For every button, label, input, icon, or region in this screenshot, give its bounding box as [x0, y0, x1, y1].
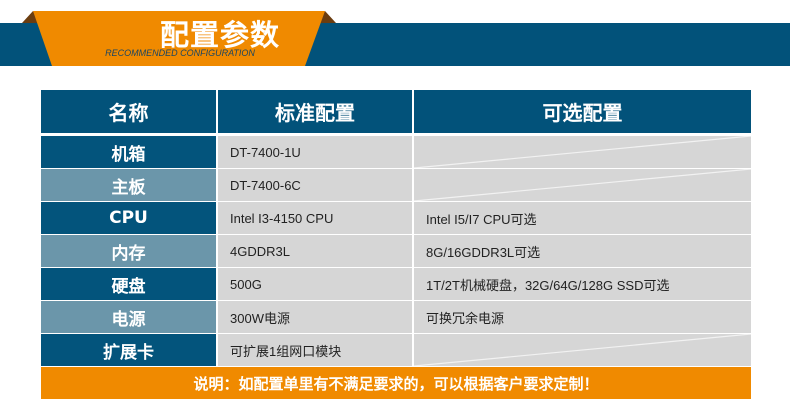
row-standard: 300W电源 [218, 301, 412, 333]
row-optional-text: 8G/16GDDR3L可选 [426, 244, 541, 260]
table-header: 名称 标准配置 可选配置 [41, 90, 751, 133]
row-name: 硬盘 [41, 268, 216, 300]
empty-cell-diagonal [414, 334, 751, 366]
empty-cell-diagonal [414, 169, 751, 201]
header-optional: 可选配置 [414, 90, 751, 133]
row-name: 扩展卡 [41, 334, 216, 366]
row-optional: Intel I5/I7 CPU可选 [414, 202, 751, 234]
header-name: 名称 [41, 90, 216, 133]
row-optional-text: Intel I5/I7 CPU可选 [426, 211, 537, 227]
banner-title: 配置参数 [159, 18, 280, 52]
row-optional [414, 334, 751, 366]
row-name: CPU [41, 202, 216, 234]
row-optional-text: 可换冗余电源 [426, 310, 505, 326]
row-optional: 1T/2T机械硬盘，32G/64G/128G SSD可选 [414, 268, 751, 300]
table-row: 内存 4GDDR3L 8G/16GDDR3L可选 [41, 235, 751, 267]
row-optional: 8G/16GDDR3L可选 [414, 235, 751, 267]
table-row: 电源 300W电源 可换冗余电源 [41, 301, 751, 333]
table-row: 硬盘 500G 1T/2T机械硬盘，32G/64G/128G SSD可选 [41, 268, 751, 300]
row-name: 主板 [41, 169, 216, 201]
table-row: 扩展卡 可扩展1组网口模块 [41, 334, 751, 366]
header-standard: 标准配置 [218, 90, 412, 133]
row-standard: 500G [218, 268, 412, 300]
row-standard: 4GDDR3L [218, 235, 412, 267]
title-ribbon [22, 11, 336, 66]
table-row: 机箱 DT-7400-1U [41, 136, 751, 168]
row-standard: Intel I3-4150 CPU [218, 202, 412, 234]
row-optional [414, 136, 751, 168]
row-standard: DT-7400-6C [218, 169, 412, 201]
row-optional-text: 1T/2T机械硬盘，32G/64G/128G SSD可选 [426, 277, 670, 293]
row-standard: 可扩展1组网口模块 [218, 334, 412, 366]
table-row: 主板 DT-7400-6C [41, 169, 751, 201]
row-optional [414, 169, 751, 201]
row-name: 机箱 [41, 136, 216, 168]
row-name: 电源 [41, 301, 216, 333]
row-standard: DT-7400-1U [218, 136, 412, 168]
row-name: 内存 [41, 235, 216, 267]
footer-note: 说明：如配置单里有不满足要求的，可以根据客户要求定制！ [41, 367, 751, 399]
table-row: CPU Intel I3-4150 CPU Intel I5/I7 CPU可选 [41, 202, 751, 234]
banner-subtitle: RECOMMENDED CONFIGURATION [105, 48, 255, 58]
row-optional: 可换冗余电源 [414, 301, 751, 333]
empty-cell-diagonal [414, 136, 751, 168]
